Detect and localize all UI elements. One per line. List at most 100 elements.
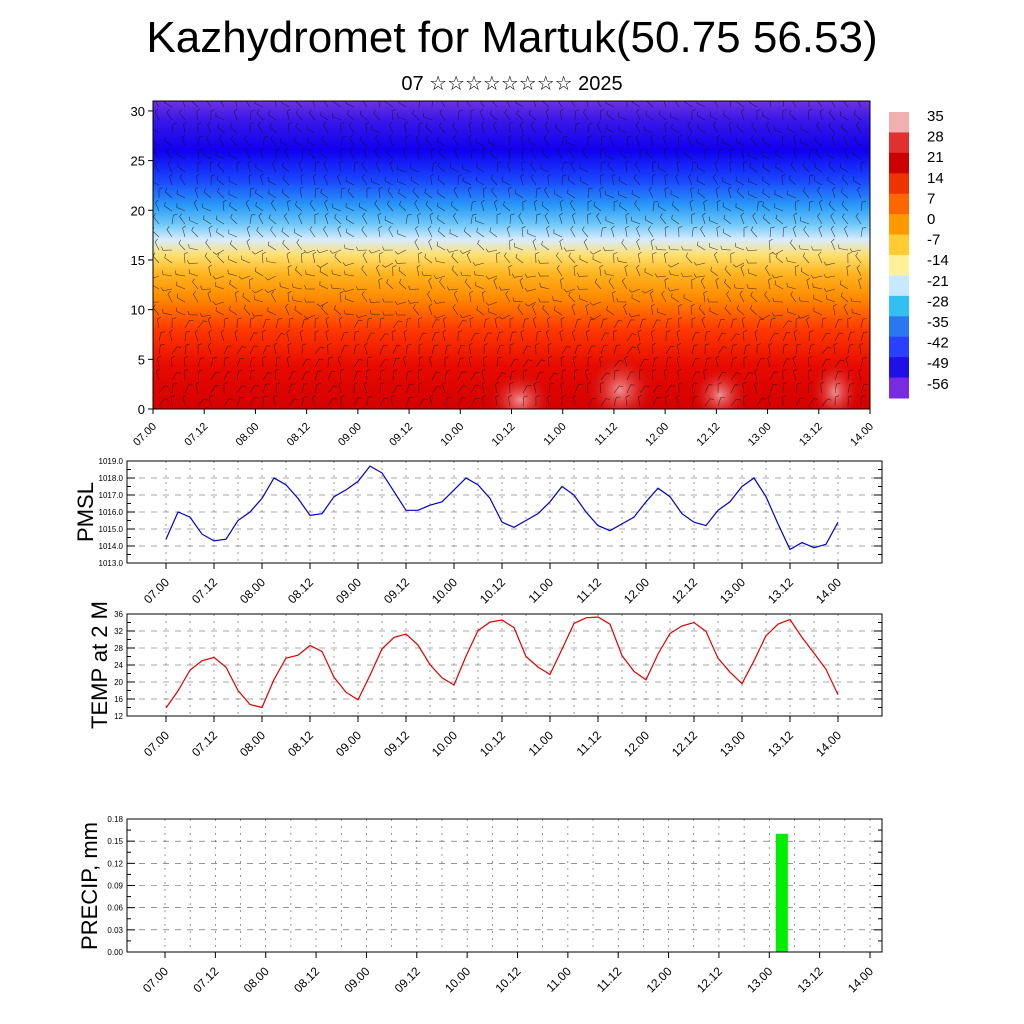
wind-barb (860, 384, 868, 394)
wind-barb (769, 226, 775, 238)
wind-barb (808, 174, 814, 186)
wind-barb (839, 163, 849, 173)
wind-barb (243, 304, 251, 316)
wind-barb (200, 285, 212, 290)
wind-barb (378, 101, 381, 108)
wind-barb (587, 187, 593, 199)
wind-barb (249, 332, 258, 342)
wind-barb (508, 147, 513, 160)
x-tick-label: 10.12 (477, 728, 508, 759)
wind-barb (303, 249, 316, 254)
wind-barb (470, 332, 480, 342)
wind-barb (271, 160, 277, 173)
wind-barb (171, 122, 177, 134)
wind-barb (366, 369, 371, 381)
wind-barb (704, 398, 715, 407)
wind-barb (353, 382, 359, 394)
wind-barb (639, 148, 645, 160)
wind-barb (750, 135, 758, 147)
wind-barb (373, 109, 381, 121)
wind-barb (657, 163, 667, 173)
wind-barb (553, 229, 563, 238)
wind-barb (795, 382, 801, 394)
wind-barb (468, 355, 473, 368)
wind-barb (675, 147, 680, 160)
wind-barb (229, 306, 238, 316)
wind-barb (687, 134, 693, 147)
wind-barb (544, 134, 550, 147)
wind-barb (236, 317, 242, 329)
wind-barb (823, 274, 836, 278)
wind-barb (481, 121, 485, 134)
wind-barb (693, 261, 706, 266)
wind-barb (433, 275, 446, 280)
wind-barb (171, 213, 178, 225)
wind-barb (696, 163, 706, 173)
wind-barb (485, 275, 498, 280)
x-tick-label: 08.00 (237, 728, 268, 759)
wind-barb (782, 332, 791, 342)
wind-barb (762, 188, 771, 199)
wind-barb (664, 173, 669, 186)
pmsl-axes: 1013.0 1014.0 1015.0 1016.0 1017.0 1018.0 1019… (99, 457, 882, 606)
wind-barb (215, 112, 225, 121)
x-tick-label: 10.12 (477, 575, 508, 606)
wind-barb (312, 394, 316, 407)
wind-barb (271, 290, 277, 303)
wind-barb (570, 225, 576, 238)
wind-barb (554, 306, 563, 316)
wind-barb (821, 358, 831, 368)
wind-barb (560, 355, 565, 368)
wind-barb (506, 101, 511, 108)
wind-barb (637, 342, 641, 355)
wind-barb (800, 124, 810, 134)
wind-barb (504, 252, 511, 264)
wind-barb (301, 371, 310, 381)
wind-barb (748, 177, 758, 186)
wind-barb (258, 212, 264, 225)
wind-barb (450, 201, 459, 212)
wind-barb (547, 173, 552, 186)
wind-barb (800, 216, 810, 225)
wind-barb (353, 371, 362, 381)
wind-barb (509, 358, 519, 368)
wind-barb (691, 278, 696, 290)
wind-barb (592, 255, 602, 264)
wind-barb (563, 288, 576, 293)
wind-barb (678, 382, 683, 394)
wind-barb (807, 382, 813, 394)
wind-barb (631, 189, 641, 199)
wind-barb (519, 277, 524, 290)
wind-barb (207, 121, 212, 134)
wind-barb (238, 275, 251, 280)
wind-barb (340, 148, 345, 160)
wind-barb (853, 110, 862, 121)
colorbar-swatch (889, 132, 909, 154)
wind-barb (338, 381, 343, 394)
wind-barb (644, 125, 654, 134)
wind-barb (704, 330, 711, 342)
wind-barb (483, 343, 489, 355)
precip-bars (775, 833, 788, 952)
wind-barb (650, 303, 655, 316)
time-tick-label: 12.00 (643, 421, 671, 449)
wind-barb (470, 384, 480, 394)
wind-barb (459, 249, 472, 254)
wind-barb (674, 101, 680, 108)
wind-barb (179, 213, 186, 225)
wind-barb (671, 293, 680, 303)
wind-barb (266, 257, 277, 264)
wind-barb (728, 160, 733, 173)
wind-barb (532, 316, 537, 329)
x-tick-label: 11.12 (574, 575, 605, 606)
wind-barb (366, 187, 371, 199)
wind-barb (212, 249, 225, 255)
wind-barb (398, 266, 407, 277)
time-tick-label: 08.00 (234, 421, 262, 449)
wind-barb (153, 148, 160, 160)
wind-barb (294, 137, 303, 147)
wind-barb (359, 110, 368, 121)
wind-barb (618, 125, 628, 134)
wind-barb (327, 343, 332, 355)
wind-barb (807, 356, 813, 368)
